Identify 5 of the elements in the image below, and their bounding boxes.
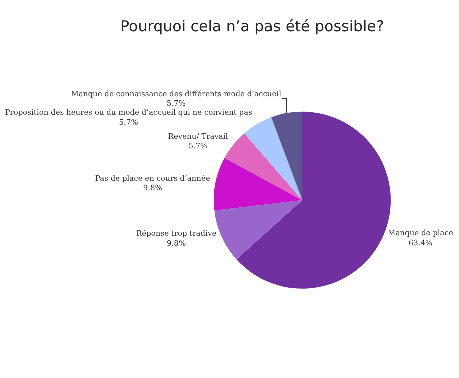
pie-slice xyxy=(272,112,302,200)
pie-slice xyxy=(244,117,302,200)
pie-slice xyxy=(214,200,302,260)
pie-slice xyxy=(214,158,302,211)
chart-title: Pourquoi cela n’a pas été possible? xyxy=(120,18,384,36)
